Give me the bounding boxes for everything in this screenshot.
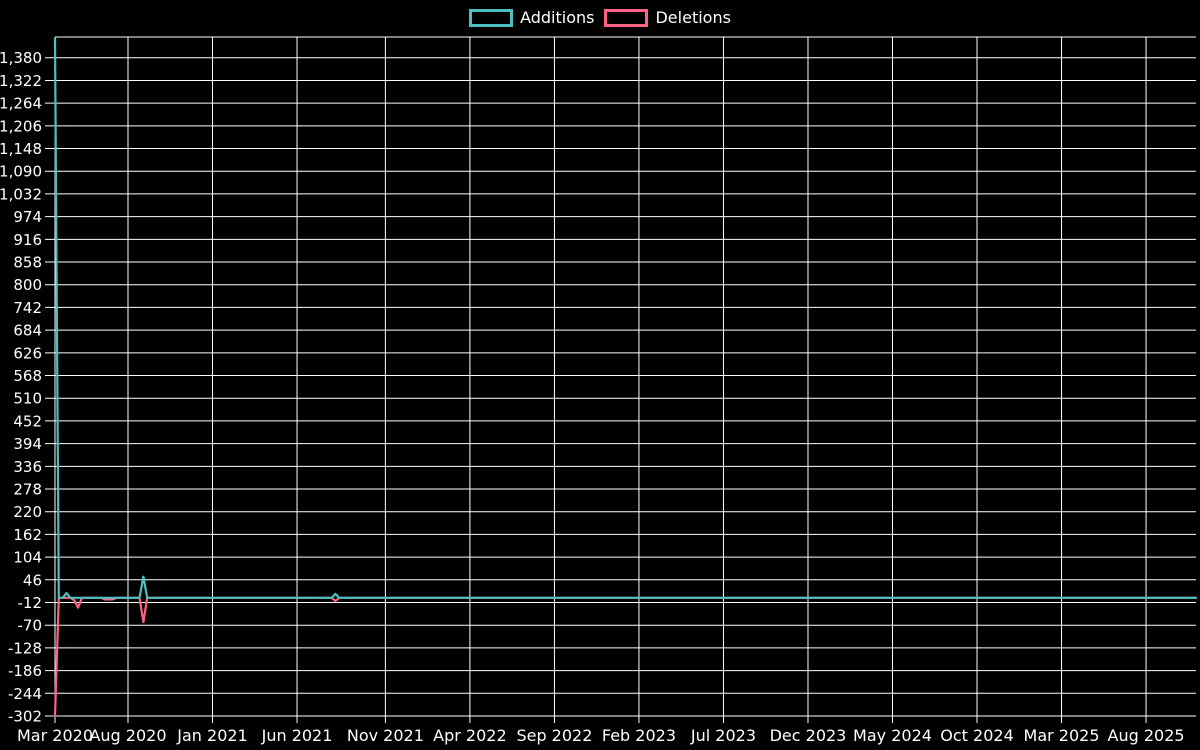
- svg-text:1,090: 1,090: [0, 163, 42, 181]
- svg-text:Dec 2023: Dec 2023: [770, 726, 847, 745]
- svg-text:394: 394: [13, 435, 42, 453]
- series-additions: [53, 37, 1198, 599]
- svg-text:1,380: 1,380: [0, 49, 42, 67]
- svg-text:220: 220: [13, 503, 42, 521]
- y-axis-labels: 1,380 1,322 1,264 1,206 1,148 1,090 1,032 974 91…: [0, 49, 42, 725]
- gridlines: [45, 36, 1196, 723]
- svg-text:-186: -186: [8, 662, 42, 680]
- svg-text:1,148: 1,148: [0, 140, 42, 158]
- svg-text:Aug 2020: Aug 2020: [89, 726, 166, 745]
- svg-text:-128: -128: [8, 639, 42, 657]
- svg-text:-12: -12: [18, 594, 43, 612]
- legend-item-additions[interactable]: Additions: [469, 8, 594, 28]
- svg-text:-244: -244: [8, 685, 42, 703]
- svg-text:104: 104: [13, 549, 42, 567]
- svg-text:Jan 2021: Jan 2021: [176, 726, 247, 745]
- svg-text:Jul 2023: Jul 2023: [690, 726, 756, 745]
- series-deletions: [53, 596, 1198, 718]
- svg-text:858: 858: [13, 254, 42, 272]
- svg-text:Sep 2022: Sep 2022: [516, 726, 592, 745]
- svg-text:684: 684: [13, 322, 42, 340]
- svg-text:Aug 2025: Aug 2025: [1108, 726, 1185, 745]
- svg-text:1,264: 1,264: [0, 95, 42, 113]
- svg-text:May 2024: May 2024: [853, 726, 932, 745]
- svg-text:568: 568: [13, 367, 42, 385]
- legend-item-deletions[interactable]: Deletions: [604, 8, 731, 28]
- chart-legend: Additions Deletions: [0, 8, 1200, 28]
- svg-text:Jun 2021: Jun 2021: [261, 726, 333, 745]
- svg-text:-302: -302: [8, 708, 42, 726]
- svg-text:1,322: 1,322: [0, 72, 42, 90]
- svg-text:510: 510: [13, 390, 42, 408]
- svg-text:336: 336: [13, 458, 42, 476]
- svg-text:Feb 2023: Feb 2023: [602, 726, 676, 745]
- svg-text:626: 626: [13, 344, 42, 362]
- additions-legend-swatch: [469, 9, 514, 27]
- svg-text:1,206: 1,206: [0, 117, 42, 135]
- svg-text:Apr 2022: Apr 2022: [433, 726, 506, 745]
- svg-text:916: 916: [13, 231, 42, 249]
- svg-text:974: 974: [13, 208, 42, 226]
- svg-text:800: 800: [13, 276, 42, 294]
- svg-text:742: 742: [13, 299, 42, 317]
- svg-text:46: 46: [23, 571, 42, 589]
- additions-legend-label: Additions: [520, 8, 595, 27]
- svg-text:278: 278: [13, 481, 42, 499]
- svg-text:Nov 2021: Nov 2021: [347, 726, 424, 745]
- svg-text:1,032: 1,032: [0, 185, 42, 203]
- svg-text:162: 162: [13, 526, 42, 544]
- svg-text:452: 452: [13, 412, 42, 430]
- svg-text:-70: -70: [18, 617, 43, 635]
- svg-text:Oct 2024: Oct 2024: [940, 726, 1013, 745]
- svg-text:Mar 2020: Mar 2020: [17, 726, 93, 745]
- deletions-legend-label: Deletions: [655, 8, 731, 27]
- deletions-legend-swatch: [604, 9, 649, 27]
- svg-text:Mar 2025: Mar 2025: [1024, 726, 1100, 745]
